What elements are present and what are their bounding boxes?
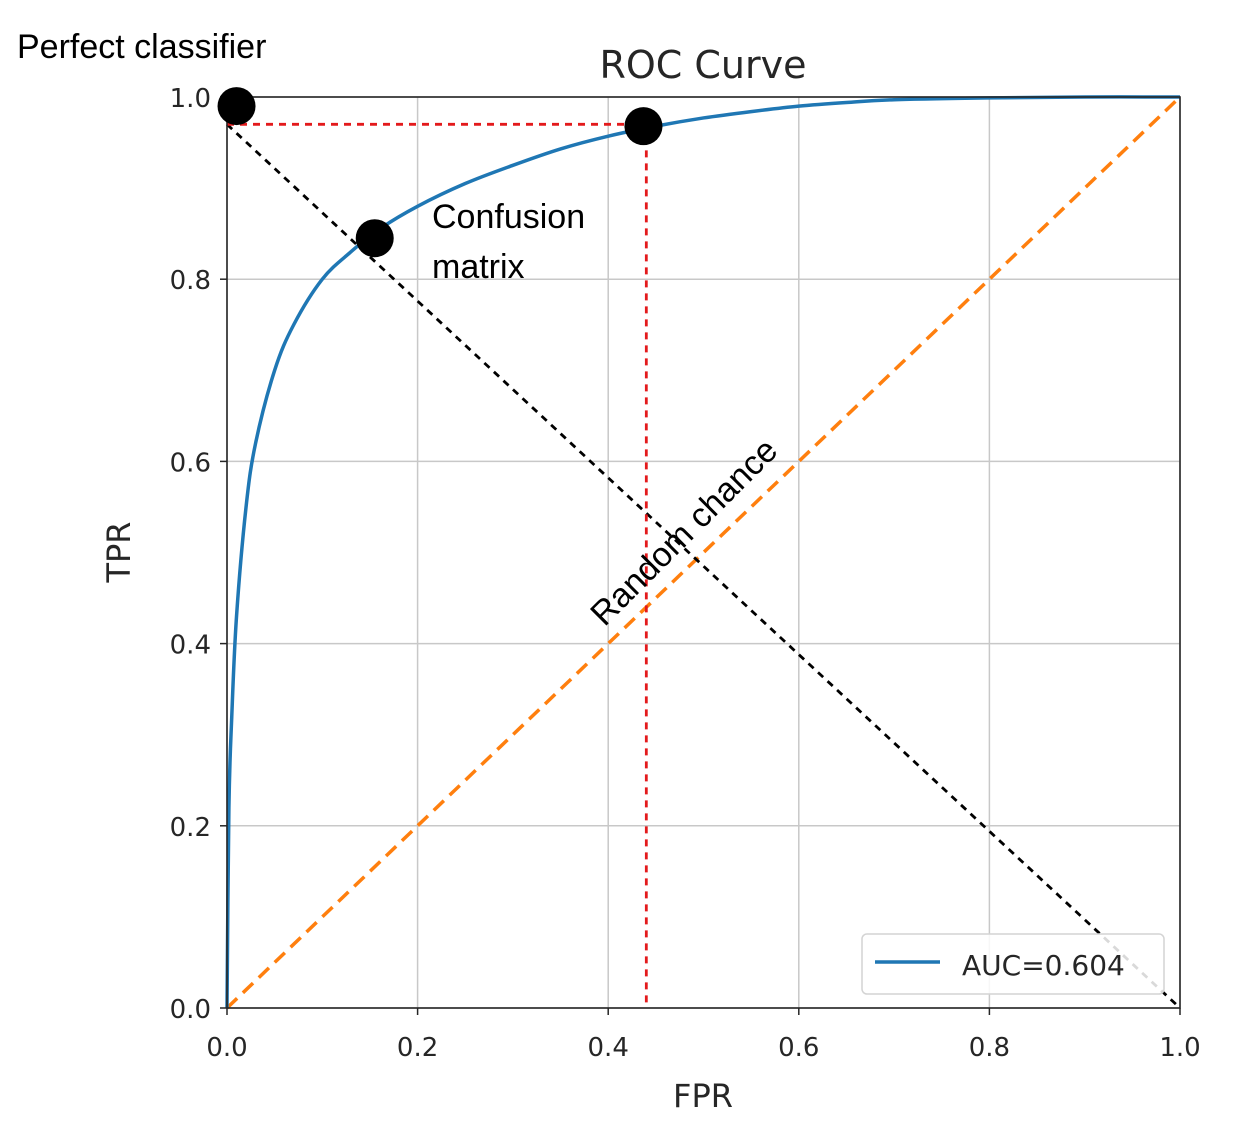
y-axis-ticks: 0.0 0.2 0.4 0.6 0.8 1.0 <box>170 84 227 1025</box>
legend: AUC=0.604 <box>861 933 1165 995</box>
y-axis-title: TPR <box>100 521 138 583</box>
highlight-points <box>217 87 663 258</box>
legend-box <box>861 933 1165 995</box>
y-tick-label: 0.4 <box>170 631 211 661</box>
anti-diagonal-line <box>226 123 1181 1010</box>
y-tick-label: 0.0 <box>170 995 211 1025</box>
legend-label: AUC=0.604 <box>962 949 1125 982</box>
annotation-confusion-matrix-line1: Confusion <box>432 198 585 236</box>
x-axis-ticks: 0.0 0.2 0.4 0.6 0.8 1.0 <box>206 1008 1201 1063</box>
highlight-point <box>624 107 663 146</box>
x-tick-label: 1.0 <box>1159 1033 1200 1063</box>
highlight-point <box>217 87 256 126</box>
plot-frame <box>226 96 1181 1009</box>
y-tick-label: 0.8 <box>170 266 211 296</box>
x-tick-label: 0.0 <box>206 1033 247 1063</box>
y-tick-label: 0.2 <box>170 813 211 843</box>
annotation-confusion-matrix-line2: matrix <box>432 248 525 286</box>
x-tick-label: 0.8 <box>969 1033 1010 1063</box>
x-tick-label: 0.6 <box>778 1033 819 1063</box>
y-tick-label: 1.0 <box>170 84 211 114</box>
highlight-point <box>355 219 394 258</box>
x-tick-label: 0.2 <box>397 1033 438 1063</box>
x-axis-title: FPR <box>673 1077 733 1115</box>
reference-lines <box>225 95 1182 1010</box>
x-tick-label: 0.4 <box>588 1033 629 1063</box>
roc-curve-line <box>225 95 1181 1009</box>
series-layer <box>225 95 1181 1009</box>
chart-title: ROC Curve <box>599 43 806 87</box>
y-tick-label: 0.6 <box>170 448 211 478</box>
annotation-perfect-classifier: Perfect classifier <box>17 28 266 66</box>
